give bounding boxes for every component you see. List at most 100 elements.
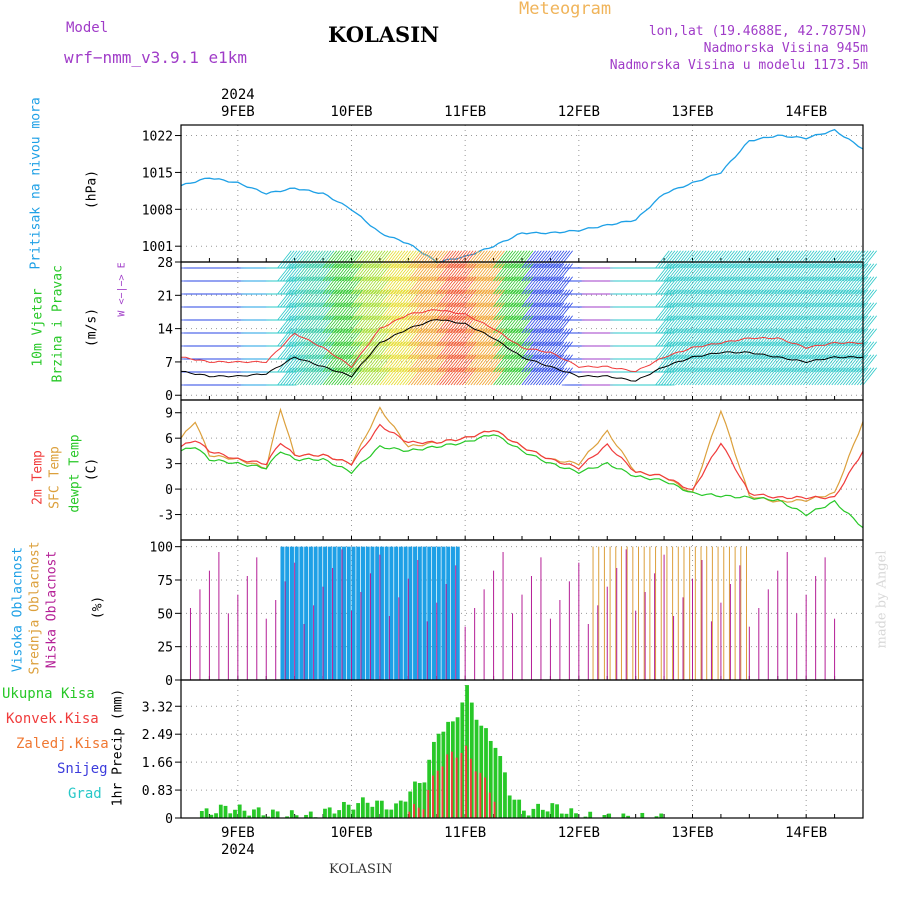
wind-barb <box>774 328 789 347</box>
wind-barb <box>857 289 872 308</box>
wind-barb <box>305 276 321 295</box>
wind-barb <box>359 263 375 282</box>
wind-barb <box>862 354 877 373</box>
wind-barb <box>839 315 855 334</box>
wind-barb <box>294 367 309 386</box>
wind-barb <box>396 328 411 347</box>
wind-barb <box>746 276 761 295</box>
precip-total-bar <box>275 811 280 818</box>
wind-barb <box>822 354 838 373</box>
precip-conv-bar <box>436 770 439 818</box>
wind-barb <box>660 250 676 269</box>
wind-barb <box>535 289 551 308</box>
wind-barb <box>726 276 741 295</box>
wind-barb <box>402 250 417 269</box>
wind-barb <box>450 367 465 386</box>
wind-barb <box>322 250 338 269</box>
wind-barb <box>516 289 531 308</box>
wind-barb <box>430 354 446 373</box>
wind-barb <box>297 315 312 334</box>
wind-barb <box>714 302 730 321</box>
wind-barb <box>768 276 784 295</box>
wind-barb <box>479 341 494 360</box>
precip-total-bar <box>555 804 559 818</box>
ytick-label-5-4: 3.32 <box>142 700 173 715</box>
wind-barb <box>373 302 389 321</box>
wind-barb <box>425 289 440 308</box>
sfc-temp-line <box>180 406 864 503</box>
wind-barb <box>783 354 798 373</box>
wind-barb <box>504 367 519 386</box>
wind-barb <box>373 276 389 295</box>
wind-barb <box>462 367 477 386</box>
high-cloud-bar <box>346 546 351 680</box>
precip-total-bar <box>270 809 275 818</box>
wind-barb <box>339 315 355 334</box>
wind-barb <box>726 328 741 347</box>
precip-conv-bar <box>474 771 477 818</box>
wind-barb <box>356 328 372 347</box>
wind-barb <box>481 315 497 334</box>
wind-barb <box>820 367 835 386</box>
wind-barb <box>453 354 468 373</box>
wind-barb <box>743 354 758 373</box>
wind-barb <box>291 276 306 295</box>
wind-barb <box>467 354 482 373</box>
wind-barb <box>808 354 823 373</box>
wind-barb <box>521 276 536 295</box>
wind-barb <box>385 302 400 321</box>
wind-barb <box>501 367 517 386</box>
wind-barb <box>328 302 343 321</box>
wind-barb <box>785 328 801 347</box>
wind-barb <box>447 341 463 360</box>
wind-barb <box>680 367 696 386</box>
wind-barb <box>385 354 400 373</box>
wind-barb <box>723 276 738 295</box>
wind-barb <box>362 328 377 347</box>
wind-barb <box>737 367 752 386</box>
wind-barb <box>757 289 772 308</box>
wind-barb <box>373 367 389 386</box>
high-cloud-bar <box>375 546 380 680</box>
wind-barb <box>757 367 772 386</box>
wind-barb <box>771 315 787 334</box>
wind-barb <box>552 315 568 334</box>
high-cloud-bar <box>441 546 446 680</box>
high-cloud-bar <box>384 546 389 680</box>
wind-barb <box>447 354 463 373</box>
wind-barb <box>746 302 761 321</box>
wind-barb <box>848 276 863 295</box>
wind-barb <box>297 354 312 373</box>
wind-barb <box>481 263 497 282</box>
wind-barb <box>731 328 747 347</box>
wind-barb <box>433 302 448 321</box>
wind-barb <box>453 341 468 360</box>
wind-barb <box>479 289 494 308</box>
wind-barb <box>393 263 409 282</box>
date-label-top: 11FEB <box>444 104 486 120</box>
wind-barb <box>734 263 750 282</box>
wind-barb <box>487 263 502 282</box>
wind-barb <box>743 328 758 347</box>
wind-barb <box>291 315 306 334</box>
wind-barb <box>354 250 369 269</box>
wind-barb <box>692 250 707 269</box>
wind-barb <box>371 328 386 347</box>
wind-barb <box>845 289 860 308</box>
wind-barb <box>314 250 329 269</box>
wind-barb <box>740 289 755 308</box>
wind-barb <box>453 250 468 269</box>
wind-barb <box>291 250 306 269</box>
wind-barb <box>530 250 545 269</box>
ytick-label-1-2: 1015 <box>142 166 173 181</box>
wind-barb <box>527 302 542 321</box>
wind-barb <box>496 302 511 321</box>
wind-barb <box>695 263 710 282</box>
wind-barb <box>356 289 372 308</box>
wind-barb <box>686 367 701 386</box>
wind-barb <box>780 302 795 321</box>
wind-barb <box>413 328 429 347</box>
wind-barb <box>277 328 292 347</box>
wind-barb <box>447 289 463 308</box>
wind-barb <box>416 263 431 282</box>
